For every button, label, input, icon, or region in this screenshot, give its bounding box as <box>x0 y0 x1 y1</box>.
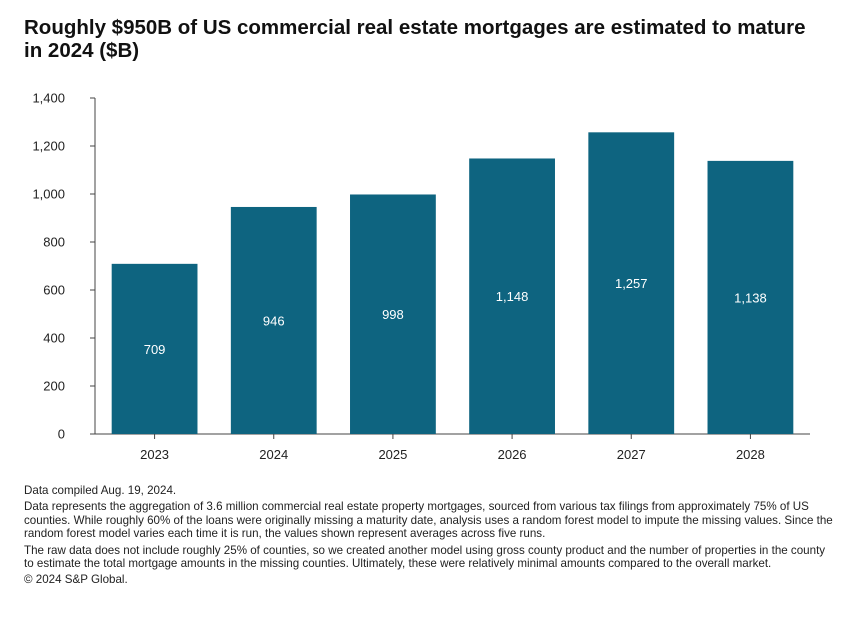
chart-title: Roughly $950B of US commercial real esta… <box>24 16 806 62</box>
x-tick-label: 2024 <box>259 447 288 462</box>
y-tick-label: 1,000 <box>32 187 65 202</box>
x-tick-label: 2026 <box>498 447 527 462</box>
note-compiled: Data compiled Aug. 19, 2024. <box>24 484 177 497</box>
bar-2027 <box>588 132 675 434</box>
x-tick-label: 2025 <box>378 447 407 462</box>
bar-value-label: 998 <box>382 307 404 322</box>
x-tick-label: 2023 <box>140 447 169 462</box>
chart-notes: Data compiled Aug. 19, 2024. Data repres… <box>24 484 834 590</box>
bar-value-label: 1,257 <box>615 276 648 291</box>
bar-2023 <box>111 263 198 434</box>
x-tick-label: 2027 <box>617 447 646 462</box>
y-tick-label: 0 <box>58 427 65 442</box>
bar-2026 <box>469 158 555 435</box>
y-tick-label: 800 <box>43 235 65 250</box>
y-tick-label: 400 <box>43 331 65 346</box>
note-coverage: The raw data does not include roughly 25… <box>24 543 826 571</box>
y-tick-label: 200 <box>43 379 65 394</box>
note-copyright: © 2024 S&P Global. <box>24 573 128 587</box>
bar-chart: 0 200 400 600 800 1,000 1,200 1,400 709 2023 946 20… <box>32 91 810 462</box>
y-tick-label: 1,400 <box>32 91 65 106</box>
bar-value-label: 1,148 <box>496 289 529 304</box>
x-tick-label: 2028 <box>736 447 765 462</box>
bar-value-label: 1,138 <box>734 290 767 305</box>
bar-value-label: 946 <box>263 313 285 328</box>
bar-2025 <box>350 194 436 434</box>
y-tick-label: 1,200 <box>32 139 65 154</box>
bar-2028 <box>707 160 794 434</box>
note-methodology: Data represents the aggregation of 3.6 m… <box>24 500 833 541</box>
y-tick-label: 600 <box>43 283 65 298</box>
bar-2024 <box>230 206 317 434</box>
bar-value-label: 709 <box>144 342 166 357</box>
